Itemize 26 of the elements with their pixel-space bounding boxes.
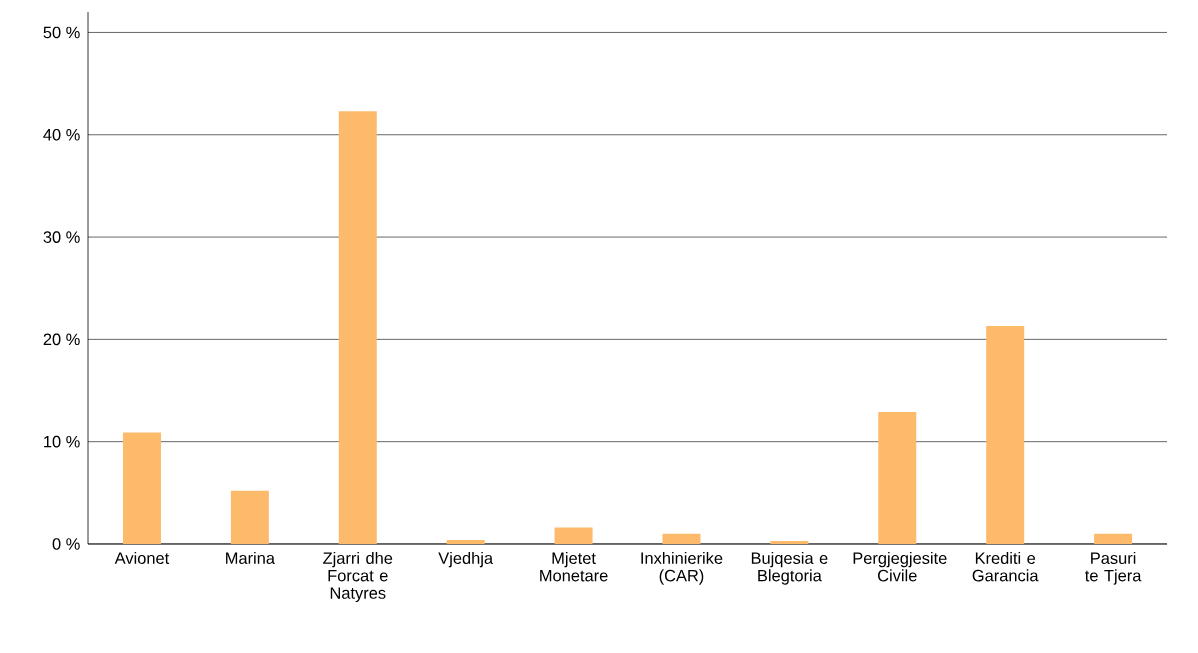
y-tick-label: 10 % [44,435,80,448]
x-tick-label: Avionet [114,551,170,564]
x-tick-label: Marina [226,551,275,564]
x-tick-label: Inxhinierike (CAR) [641,551,723,585]
bar [230,490,269,544]
bar [338,111,377,544]
x-tick-label: Krediti e Garancia [972,551,1039,582]
x-tick-label: Bujqesia e Blegtoria [751,551,828,585]
bar [1094,533,1133,544]
y-tick-label: 40 % [43,128,80,141]
x-tick-label: Pergjegjesite Civile [853,551,947,582]
y-tick-label: 20 % [43,333,80,346]
y-tick-label: 0 % [52,538,80,550]
bar [554,527,593,544]
y-tick-label: 30 % [43,231,80,243]
bar [446,539,485,544]
bar [770,540,809,544]
y-tick-label: 50 % [43,26,80,39]
bar [662,533,701,544]
bar [878,412,917,544]
bar [122,432,161,544]
x-tick-label: Vjedhja [438,551,494,568]
x-tick-label: Zjarri dhe Forcat e Natyres [323,551,393,603]
bar [986,326,1025,544]
x-tick-label: Mjetet Monetare [540,551,608,582]
x-tick-label: Pasuri te Tjera [1085,551,1142,585]
